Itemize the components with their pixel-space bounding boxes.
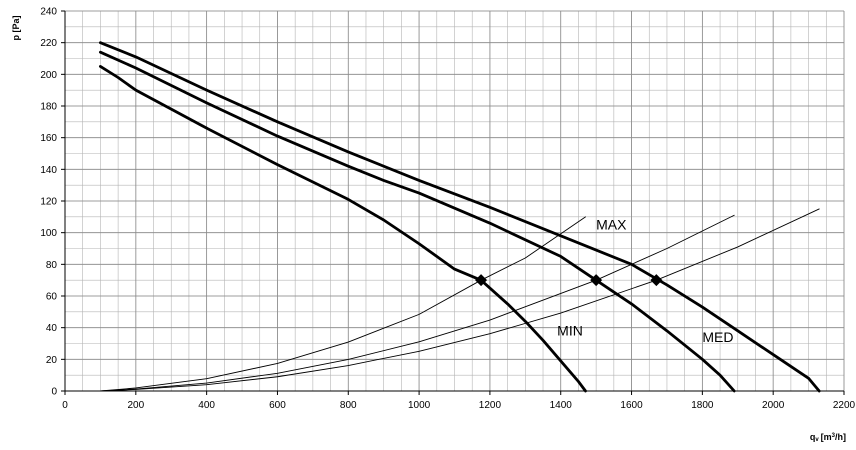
- axes: [61, 10, 845, 395]
- x-tick-labels: 0 200 400 600 800 1000 1200 1400 1600 1800 2000 220…: [62, 400, 855, 411]
- y-tick-label: 80: [46, 260, 58, 271]
- curve-labels: MAX MED MIN: [557, 217, 733, 345]
- x-axis-symbol: q: [810, 432, 816, 442]
- y-axis-title: p [Pa]: [11, 15, 21, 40]
- x-axis-unit-pre: [m: [821, 432, 832, 442]
- x-tick-label: 400: [198, 400, 215, 411]
- operating-point-marker: [475, 274, 488, 287]
- x-tick-label: 1600: [620, 400, 643, 411]
- x-tick-label: 200: [127, 400, 144, 411]
- operating-point-marker: [590, 274, 603, 287]
- y-tick-label: 200: [40, 70, 57, 81]
- x-tick-label: 2200: [833, 400, 856, 411]
- x-tick-label: 800: [340, 400, 357, 411]
- system-curve-system: [99, 208, 820, 392]
- operating-point-marker: [650, 274, 663, 287]
- y-tick-label: 180: [40, 102, 57, 113]
- system-curve-system: [99, 216, 586, 392]
- fan-curve-max: [99, 41, 821, 393]
- y-tick-label: 60: [46, 292, 58, 303]
- x-tick-label: 1800: [691, 400, 714, 411]
- fan-curve-min: [99, 65, 587, 393]
- curve-label-min: MIN: [557, 323, 583, 339]
- system-curve-system: [99, 214, 735, 392]
- x-tick-label: 1000: [408, 400, 431, 411]
- x-tick-label: 0: [62, 400, 68, 411]
- x-axis-subscript: v: [815, 437, 819, 443]
- operating-points: [475, 274, 663, 287]
- y-tick-label: 40: [46, 323, 58, 334]
- x-axis-unit-sup: 3: [832, 433, 836, 439]
- x-axis-title: qv [m3/h]: [810, 432, 846, 443]
- curve-label-med: MED: [702, 329, 733, 345]
- y-tick-label: 240: [40, 7, 57, 18]
- series-layer: [99, 41, 821, 393]
- y-tick-label: 220: [40, 38, 57, 49]
- fan-curve-med: [99, 50, 736, 393]
- x-tick-label: 600: [269, 400, 286, 411]
- y-tick-label: 20: [46, 355, 58, 366]
- x-tick-label: 1200: [479, 400, 502, 411]
- x-axis-unit-post: /h]: [835, 432, 846, 442]
- y-tick-label: 140: [40, 165, 57, 176]
- y-tick-label: 120: [40, 197, 57, 208]
- y-tick-label: 160: [40, 133, 57, 144]
- x-tick-label: 1400: [550, 400, 573, 411]
- y-tick-label: 0: [51, 387, 57, 398]
- x-tick-label: 2000: [762, 400, 785, 411]
- y-tick-labels: 0 20 40 60 80 100 120 140 160 180 200 220 240: [40, 7, 57, 398]
- y-tick-label: 100: [40, 228, 57, 239]
- curve-label-max: MAX: [596, 217, 627, 233]
